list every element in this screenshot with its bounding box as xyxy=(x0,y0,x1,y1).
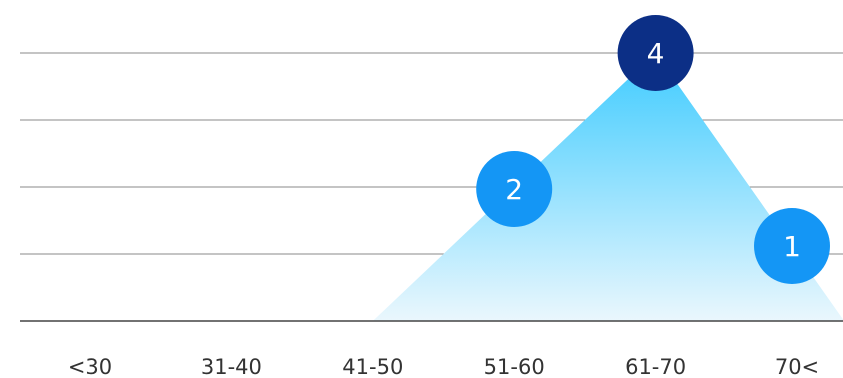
data-label: 1 xyxy=(783,230,801,263)
area-series xyxy=(372,53,843,321)
data-label: 2 xyxy=(505,173,523,206)
data-marker: 2 xyxy=(476,151,553,227)
data-markers: 2 4 1 xyxy=(476,15,830,284)
x-tick-label: 51-60 xyxy=(484,355,545,378)
data-marker: 4 xyxy=(617,15,694,91)
x-tick-label: <30 xyxy=(68,355,112,378)
x-tick-label: 31-40 xyxy=(201,355,262,378)
data-marker: 1 xyxy=(754,208,830,284)
x-tick-label: 70< xyxy=(775,355,819,378)
x-axis-ticks: <30 31-40 41-50 51-60 61-70 70< xyxy=(68,355,819,378)
marker-circle xyxy=(754,208,830,284)
x-tick-label: 41-50 xyxy=(342,355,403,378)
peak-marker-circle xyxy=(617,15,694,91)
marker-circle xyxy=(476,151,553,227)
data-label: 4 xyxy=(647,37,665,70)
x-tick-label: 61-70 xyxy=(625,355,686,378)
